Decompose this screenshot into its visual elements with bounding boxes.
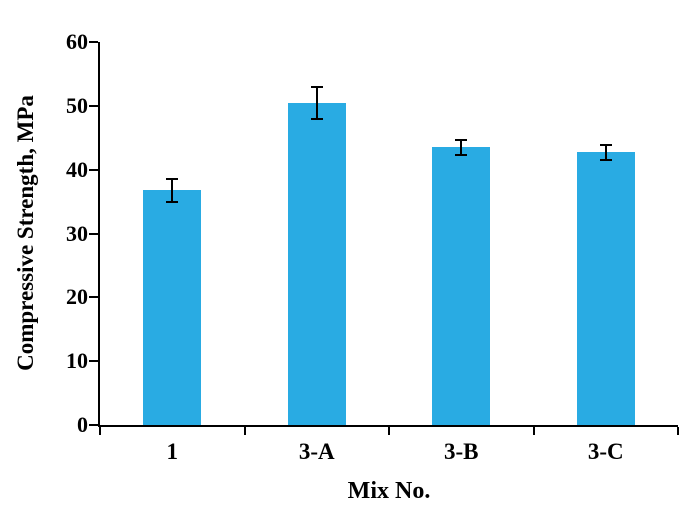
error-bar-cap-bottom <box>166 200 179 203</box>
error-bar-cap-top <box>166 177 179 180</box>
x-tick-label: 3-B <box>444 439 479 464</box>
y-tick-label: 30 <box>66 220 88 246</box>
y-tick-mark <box>89 424 98 426</box>
error-bar-cap-bottom <box>310 117 323 120</box>
bar-3-C <box>576 152 635 425</box>
y-tick-label: 0 <box>77 412 88 437</box>
bar-3-A <box>287 102 346 425</box>
x-tick-mark <box>99 427 101 435</box>
x-tick-mark <box>243 427 246 435</box>
error-bar-line <box>315 86 318 119</box>
error-bar-cap-top <box>455 138 468 141</box>
y-tick-label: 50 <box>66 92 88 118</box>
y-tick-label: 60 <box>66 29 88 54</box>
x-tick-label: 3-A <box>298 439 335 464</box>
error-bar-line <box>460 139 463 155</box>
y-tick-mark <box>89 232 98 235</box>
error-bar-cap-bottom <box>455 153 468 156</box>
x-tick-mark <box>388 427 390 435</box>
bar-1 <box>143 190 202 425</box>
x-tick-mark <box>677 427 679 435</box>
y-tick-mark <box>89 41 98 43</box>
error-bar-cap-top <box>310 85 323 88</box>
error-bar-cap-top <box>599 143 612 146</box>
x-axis-title: Mix No. <box>347 478 431 504</box>
error-bar-line <box>171 178 174 202</box>
x-tick-mark <box>532 427 535 435</box>
error-bar-cap-bottom <box>599 159 612 162</box>
y-tick-mark <box>89 360 98 363</box>
x-axis-line <box>98 425 678 427</box>
bar-3-B <box>432 147 491 425</box>
y-tick-mark <box>89 296 98 299</box>
x-tick-label: 1 <box>166 439 179 464</box>
y-tick-label: 20 <box>66 284 88 310</box>
y-axis-title: Compressive Strength, MPa <box>13 95 38 371</box>
y-tick-label: 40 <box>66 156 88 182</box>
y-tick-mark <box>89 168 98 171</box>
y-tick-mark <box>89 104 98 107</box>
y-tick-label: 10 <box>66 348 88 374</box>
error-bar-line <box>604 144 607 161</box>
y-axis-line <box>98 42 100 427</box>
x-tick-label: 3-C <box>587 439 624 464</box>
